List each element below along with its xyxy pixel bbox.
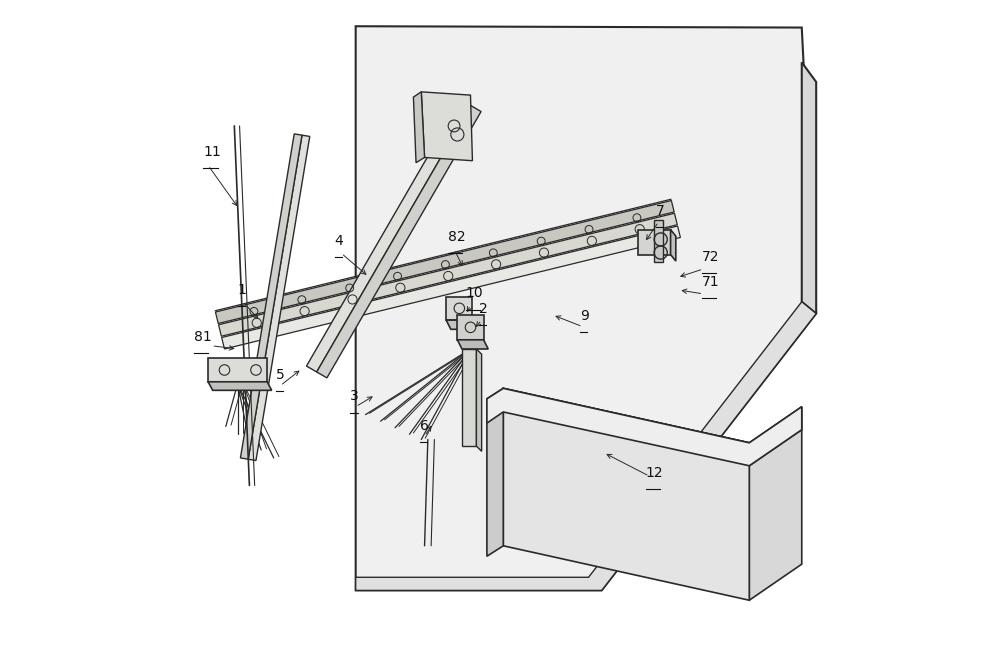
Polygon shape bbox=[219, 213, 677, 337]
Polygon shape bbox=[671, 230, 676, 261]
Polygon shape bbox=[638, 230, 671, 255]
Text: 1: 1 bbox=[238, 283, 246, 297]
Polygon shape bbox=[306, 100, 471, 372]
Polygon shape bbox=[487, 388, 503, 556]
Polygon shape bbox=[654, 220, 663, 262]
Polygon shape bbox=[446, 320, 477, 329]
Text: 7: 7 bbox=[656, 204, 665, 218]
Polygon shape bbox=[356, 26, 816, 590]
Text: 10: 10 bbox=[466, 287, 484, 300]
Polygon shape bbox=[503, 388, 749, 600]
Text: 81: 81 bbox=[194, 330, 211, 344]
Polygon shape bbox=[317, 106, 481, 378]
Polygon shape bbox=[462, 349, 476, 446]
Polygon shape bbox=[457, 315, 484, 340]
Text: 72: 72 bbox=[702, 250, 720, 264]
Text: 12: 12 bbox=[646, 466, 663, 480]
Polygon shape bbox=[457, 340, 488, 349]
Polygon shape bbox=[208, 382, 272, 390]
Text: 82: 82 bbox=[448, 230, 465, 244]
Polygon shape bbox=[503, 388, 802, 466]
Polygon shape bbox=[749, 430, 802, 600]
Text: 9: 9 bbox=[580, 309, 589, 323]
Polygon shape bbox=[208, 358, 267, 382]
Polygon shape bbox=[802, 62, 816, 314]
Polygon shape bbox=[487, 388, 802, 466]
Polygon shape bbox=[421, 92, 472, 161]
Text: 11: 11 bbox=[203, 145, 221, 159]
Polygon shape bbox=[215, 201, 674, 323]
Polygon shape bbox=[222, 226, 680, 349]
Polygon shape bbox=[476, 349, 482, 451]
Text: 6: 6 bbox=[420, 419, 429, 433]
Polygon shape bbox=[240, 134, 302, 459]
Text: 4: 4 bbox=[335, 234, 343, 248]
Text: 5: 5 bbox=[276, 368, 284, 382]
Polygon shape bbox=[413, 92, 425, 163]
Polygon shape bbox=[356, 302, 816, 590]
Text: 3: 3 bbox=[350, 390, 359, 403]
Polygon shape bbox=[248, 135, 310, 461]
Polygon shape bbox=[446, 297, 472, 320]
Text: 71: 71 bbox=[702, 275, 720, 289]
Text: 2: 2 bbox=[479, 302, 488, 316]
